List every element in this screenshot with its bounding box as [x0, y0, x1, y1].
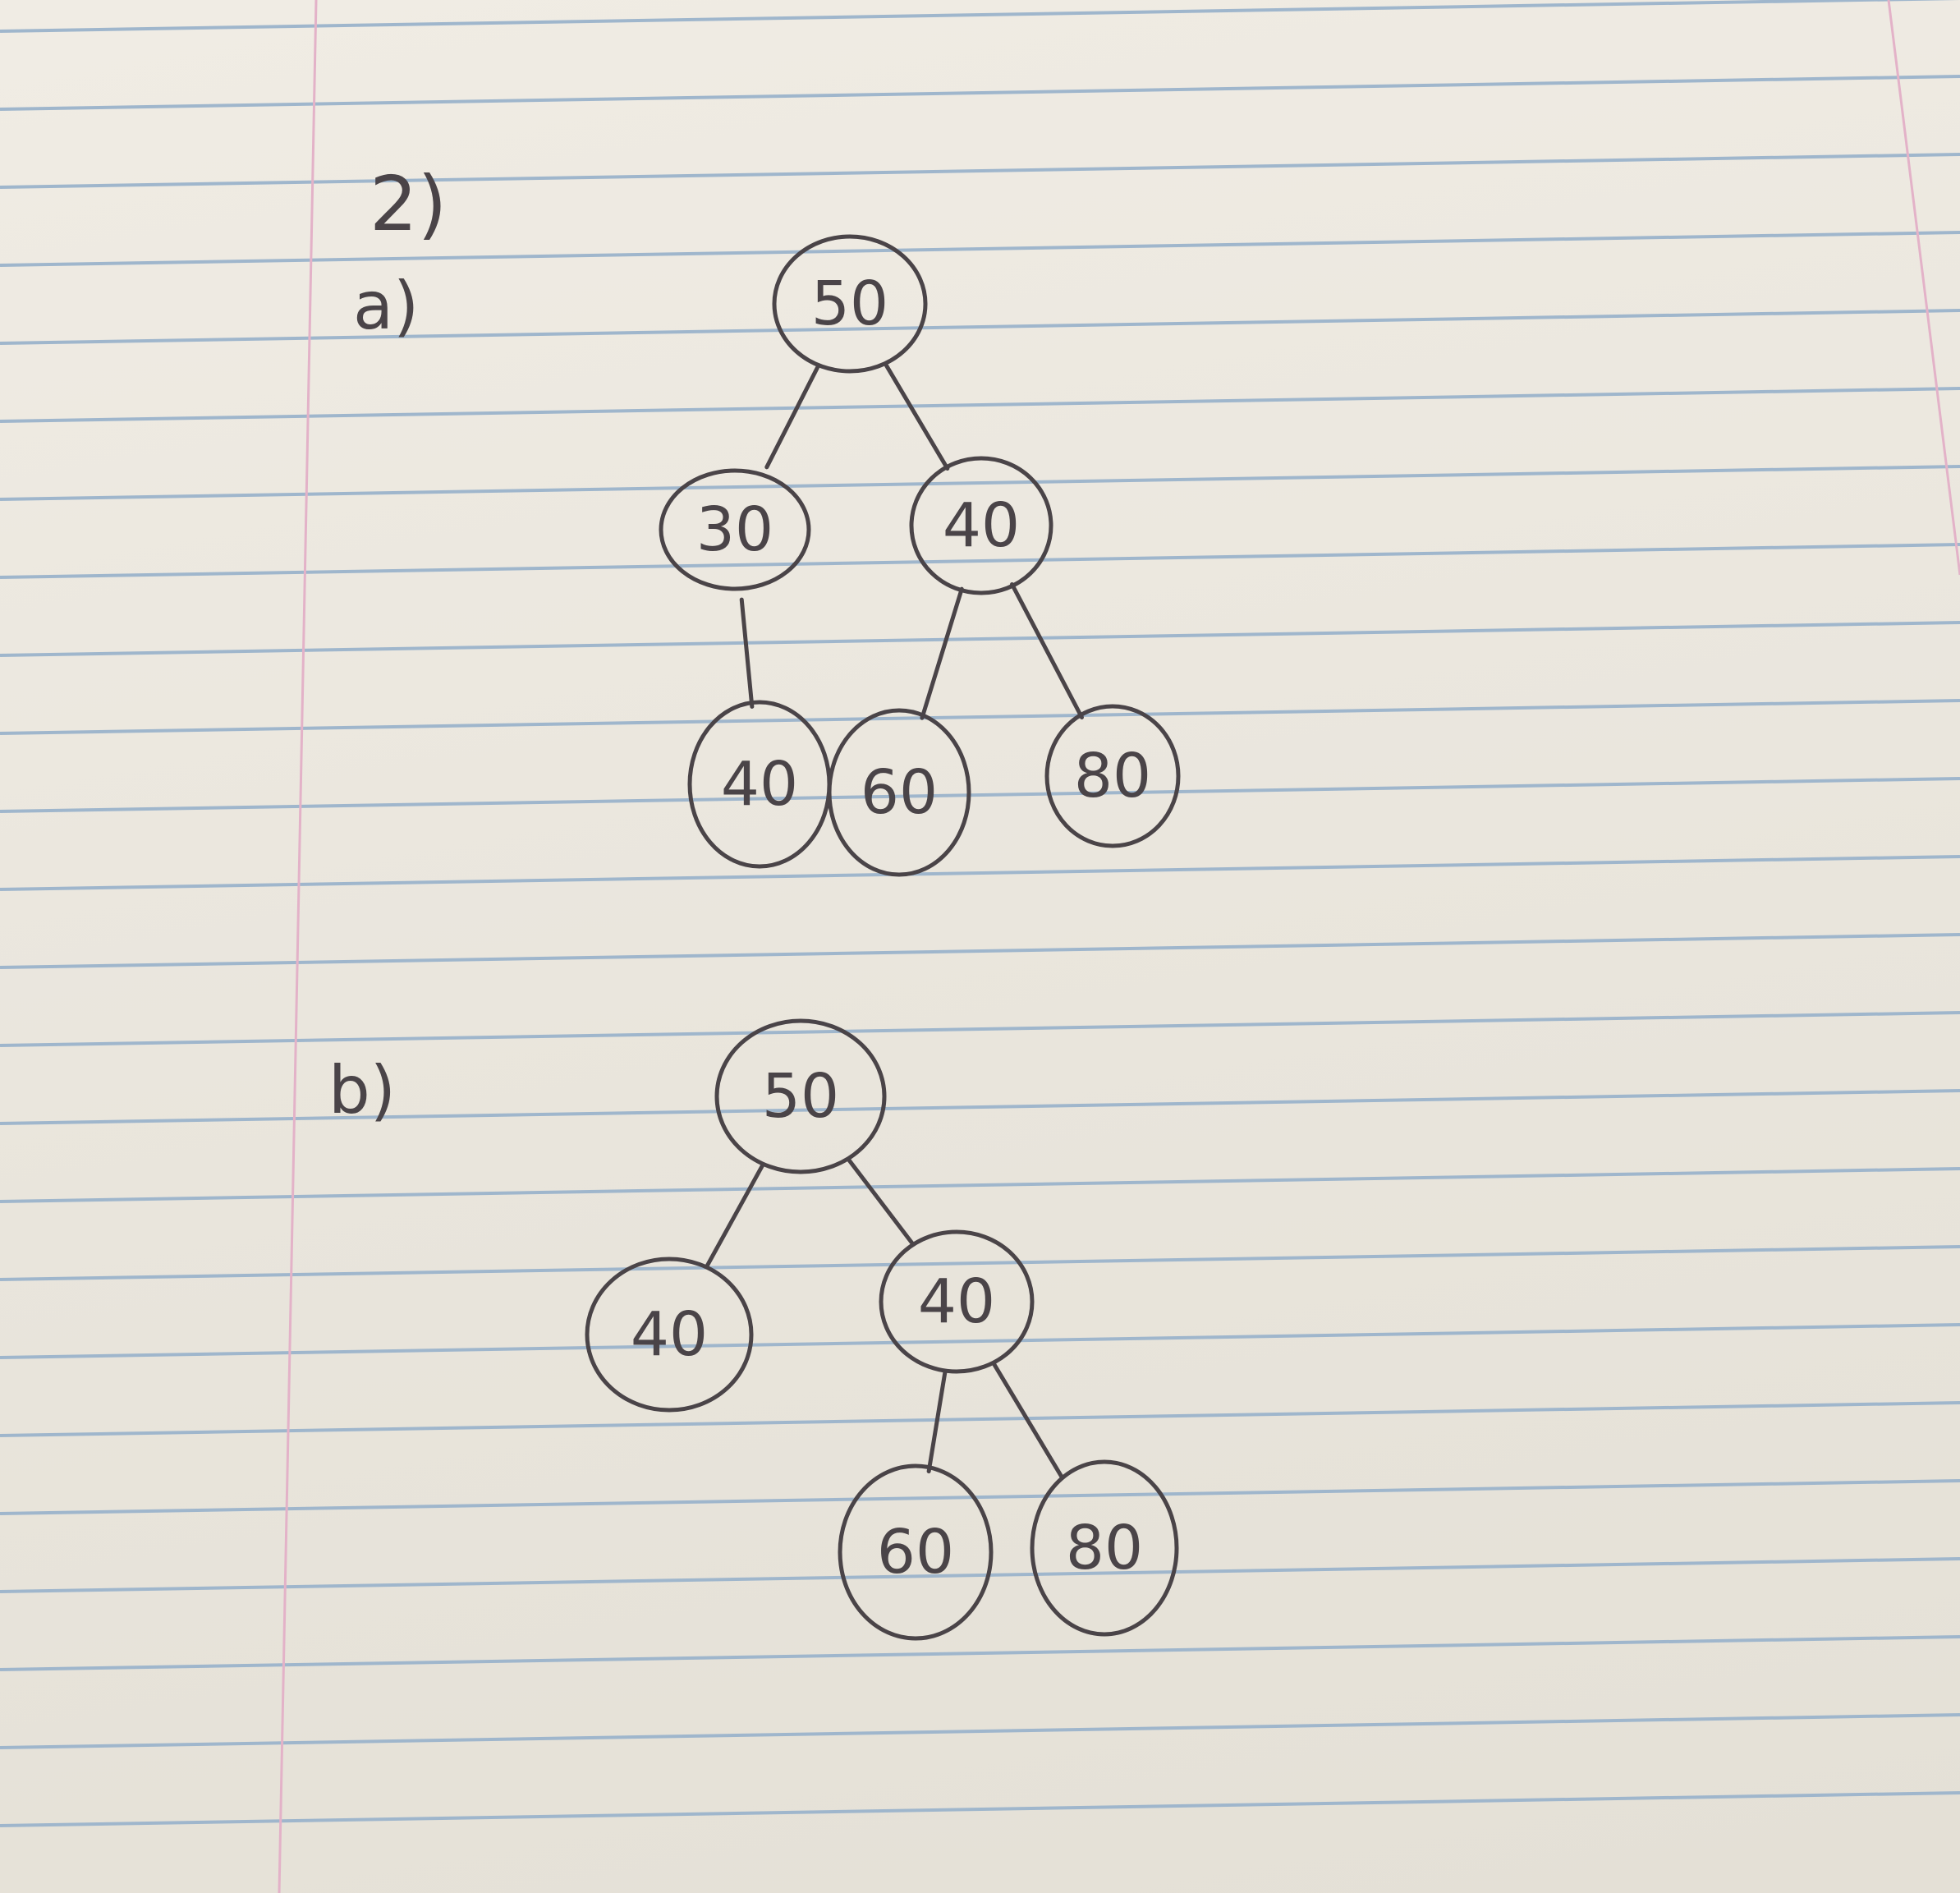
node-value: 40 [721, 749, 798, 820]
node-circle [838, 1463, 994, 1641]
ruled-line [0, 465, 1960, 501]
ruled-lines [0, 0, 1960, 1827]
node-value: 50 [762, 1061, 839, 1132]
node-circle [585, 1257, 754, 1413]
node-value: 60 [861, 757, 938, 828]
node-circle [714, 1018, 887, 1174]
part-a-label: a) [353, 268, 419, 344]
node-circle [659, 468, 811, 591]
tree-node: 40 [909, 456, 1053, 595]
tree-node: 30 [659, 468, 811, 591]
node-circle [1044, 704, 1181, 848]
ruled-line [0, 1401, 1960, 1437]
ruled-line [0, 1089, 1960, 1125]
tree-edge [847, 1157, 916, 1247]
ruled-line [0, 1791, 1960, 1827]
tree-edge [926, 1370, 948, 1474]
ruled-line [0, 1011, 1960, 1047]
node-value: 40 [943, 490, 1020, 561]
tree-edge [991, 1361, 1065, 1480]
node-value: 80 [1066, 1513, 1143, 1583]
ruled-line [0, 621, 1960, 657]
ruled-line [0, 1713, 1960, 1749]
ruled-line [0, 387, 1960, 423]
tree-node: 40 [687, 700, 832, 869]
ruled-line [0, 699, 1960, 735]
left-margin-line [278, 0, 318, 1893]
tree-edge [739, 597, 755, 709]
tree-node: 60 [827, 708, 971, 877]
node-value: 40 [918, 1266, 995, 1337]
node-value: 40 [631, 1299, 708, 1370]
right-margin-line [1887, 0, 1960, 576]
node-value: 80 [1074, 741, 1151, 811]
ruled-line [0, 777, 1960, 813]
ruled-line [0, 855, 1960, 891]
ruled-line [0, 75, 1960, 111]
tree-edge [764, 365, 819, 470]
tree-edge [1010, 582, 1084, 719]
node-value: 60 [877, 1517, 954, 1587]
part-b-label: b) [328, 1052, 396, 1128]
node-circle [879, 1229, 1035, 1374]
ruled-line [0, 1635, 1960, 1671]
node-circle [909, 456, 1053, 595]
tree-edge [920, 586, 964, 720]
ruled-line [0, 1167, 1960, 1203]
ruled-line [0, 309, 1960, 345]
ruled-line [0, 1557, 1960, 1593]
ruled-line [0, 543, 1960, 579]
node-circle [827, 708, 971, 877]
tree-edge [884, 363, 950, 471]
tree-node: 40 [879, 1229, 1035, 1374]
ruled-line [0, 231, 1960, 267]
tree-node: 40 [585, 1257, 754, 1413]
ruled-line [0, 933, 1960, 969]
tree-edges [705, 363, 1084, 1480]
ruled-line [0, 1245, 1960, 1281]
ruled-line [0, 1323, 1960, 1359]
ruled-line [0, 153, 1960, 189]
node-value: 50 [811, 269, 888, 339]
tree-edge [705, 1164, 764, 1269]
tree-node: 80 [1030, 1459, 1179, 1637]
ruled-line [0, 1479, 1960, 1515]
question-label: 2) [370, 160, 447, 248]
node-value: 30 [696, 494, 773, 565]
node-circle [1030, 1459, 1179, 1637]
tree-nodes: 50 30 40 40 60 80 50 40 40 60 80 [585, 234, 1181, 1641]
tree-node: 60 [838, 1463, 994, 1641]
node-circle [772, 234, 928, 374]
ruled-line [0, 0, 1960, 33]
tree-node: 80 [1044, 704, 1181, 848]
tree-node: 50 [772, 234, 928, 374]
tree-node: 50 [714, 1018, 887, 1174]
